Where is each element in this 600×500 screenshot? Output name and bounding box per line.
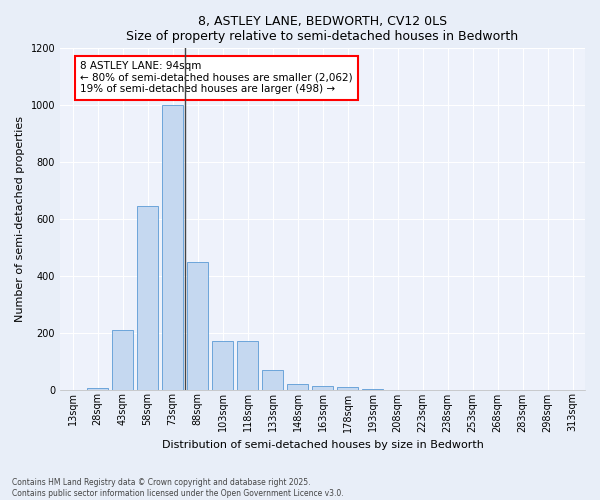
- X-axis label: Distribution of semi-detached houses by size in Bedworth: Distribution of semi-detached houses by …: [161, 440, 484, 450]
- Bar: [187, 262, 208, 390]
- Bar: [312, 386, 333, 390]
- Bar: [162, 105, 183, 390]
- Bar: [87, 388, 108, 390]
- Text: 8 ASTLEY LANE: 94sqm
← 80% of semi-detached houses are smaller (2,062)
19% of se: 8 ASTLEY LANE: 94sqm ← 80% of semi-detac…: [80, 61, 353, 94]
- Bar: [212, 341, 233, 390]
- Bar: [137, 206, 158, 390]
- Bar: [362, 388, 383, 390]
- Title: 8, ASTLEY LANE, BEDWORTH, CV12 0LS
Size of property relative to semi-detached ho: 8, ASTLEY LANE, BEDWORTH, CV12 0LS Size …: [127, 15, 518, 43]
- Bar: [112, 330, 133, 390]
- Bar: [262, 370, 283, 390]
- Text: Contains HM Land Registry data © Crown copyright and database right 2025.
Contai: Contains HM Land Registry data © Crown c…: [12, 478, 344, 498]
- Bar: [237, 341, 258, 390]
- Bar: [337, 387, 358, 390]
- Bar: [287, 384, 308, 390]
- Y-axis label: Number of semi-detached properties: Number of semi-detached properties: [15, 116, 25, 322]
